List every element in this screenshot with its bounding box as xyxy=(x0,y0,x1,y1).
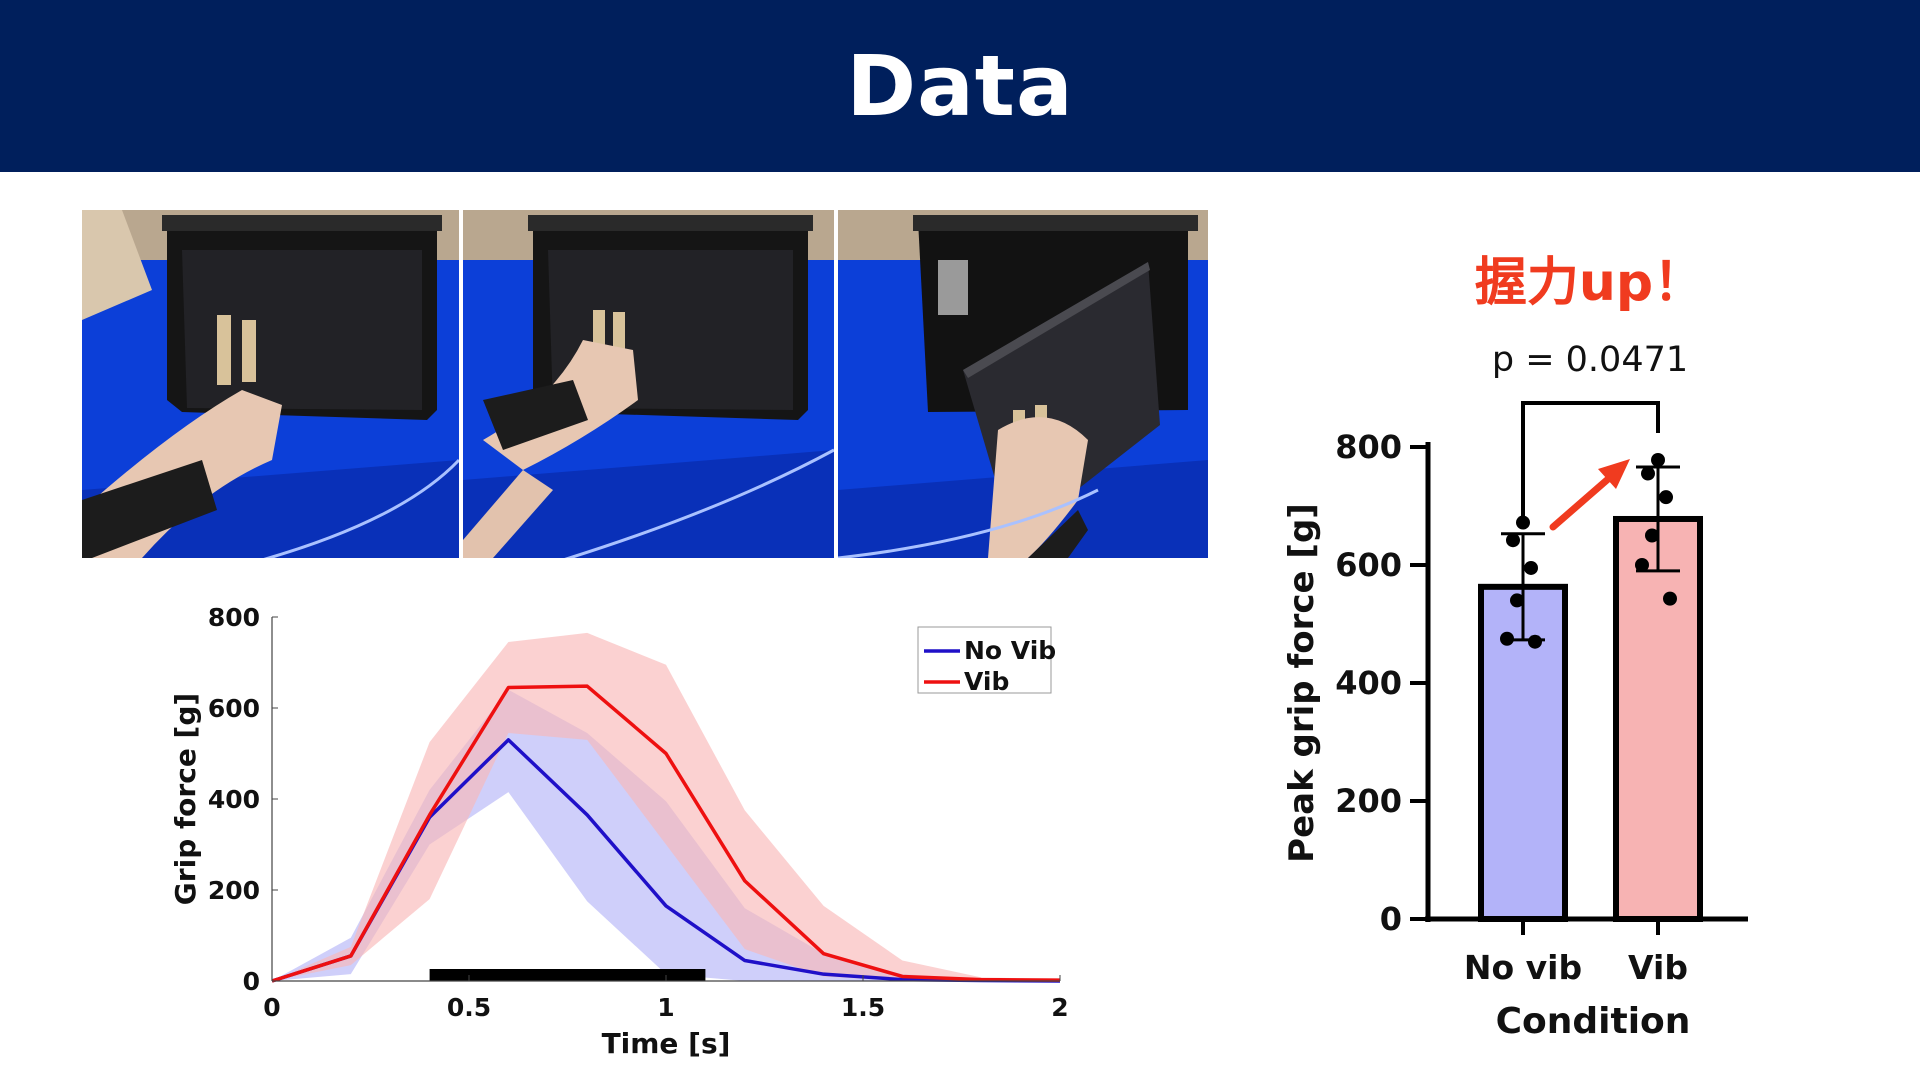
y-tick-label: 600 xyxy=(208,694,260,723)
data-point xyxy=(1645,528,1659,543)
data-point xyxy=(1528,634,1542,649)
data-point xyxy=(1524,560,1538,575)
legend-label: No Vib xyxy=(964,636,1056,665)
peak-grip-bar-chart: No vib Vib 0 200 400 600 800 Condition Peak grip… xyxy=(1282,401,1748,1042)
slide-header: Data xyxy=(0,0,1920,172)
y-tick-label: 0 xyxy=(1380,900,1402,938)
x-tick-label: 0 xyxy=(263,993,280,1022)
data-point xyxy=(1510,593,1524,608)
y-tick-label: 200 xyxy=(208,876,260,905)
data-point xyxy=(1641,466,1655,481)
data-point xyxy=(1651,452,1665,467)
photo-reaching-box xyxy=(82,210,459,558)
slide-title: Data xyxy=(846,37,1074,135)
y-tick-label: 400 xyxy=(1335,664,1402,702)
x-tick-label: No vib xyxy=(1464,948,1582,987)
x-axis-label: Condition xyxy=(1496,1001,1691,1042)
photo-pulling-door-open xyxy=(838,210,1208,558)
y-axis-label: Peak grip force [g] xyxy=(1282,503,1322,863)
grip-up-callout: 握力up！ xyxy=(1474,253,1706,313)
x-tick-label: 1.5 xyxy=(841,993,885,1022)
y-tick-label: 200 xyxy=(1335,782,1402,820)
p-value-label: p = 0.0471 xyxy=(1491,340,1689,380)
photo-gripping-handle xyxy=(463,210,834,558)
x-tick-label: 0.5 xyxy=(447,993,491,1022)
data-point xyxy=(1500,631,1514,646)
x-axis-label: Time [s] xyxy=(602,1027,731,1060)
y-axis-label: Grip force [g] xyxy=(169,693,202,905)
increase-arrow-head xyxy=(1598,459,1630,489)
x-tick-label: 2 xyxy=(1051,993,1068,1022)
bar-no-vib xyxy=(1478,583,1568,923)
y-tick-label: 0 xyxy=(243,967,260,996)
significance-bracket xyxy=(1521,401,1660,524)
y-tick-label: 400 xyxy=(208,785,260,814)
x-tick-label: 1 xyxy=(657,993,674,1022)
legend-label: Vib xyxy=(964,667,1009,696)
grip-force-time-chart: 0 200 400 600 800 0 0.5 1 1.5 2 Time [s] Grip force… xyxy=(169,603,1069,1060)
bar-vib xyxy=(1613,515,1703,922)
y-tick-label: 800 xyxy=(208,603,260,632)
increase-arrow-shaft xyxy=(1549,469,1619,531)
line-vib xyxy=(271,684,1061,983)
data-point xyxy=(1659,490,1673,505)
data-point xyxy=(1506,533,1520,548)
y-tick-label: 600 xyxy=(1335,546,1402,584)
x-tick-label: Vib xyxy=(1628,948,1688,987)
stimulus-bar xyxy=(429,969,706,981)
data-point xyxy=(1663,591,1677,606)
data-point xyxy=(1635,558,1649,572)
band-vib xyxy=(272,632,1060,981)
y-tick-label: 800 xyxy=(1335,428,1402,466)
